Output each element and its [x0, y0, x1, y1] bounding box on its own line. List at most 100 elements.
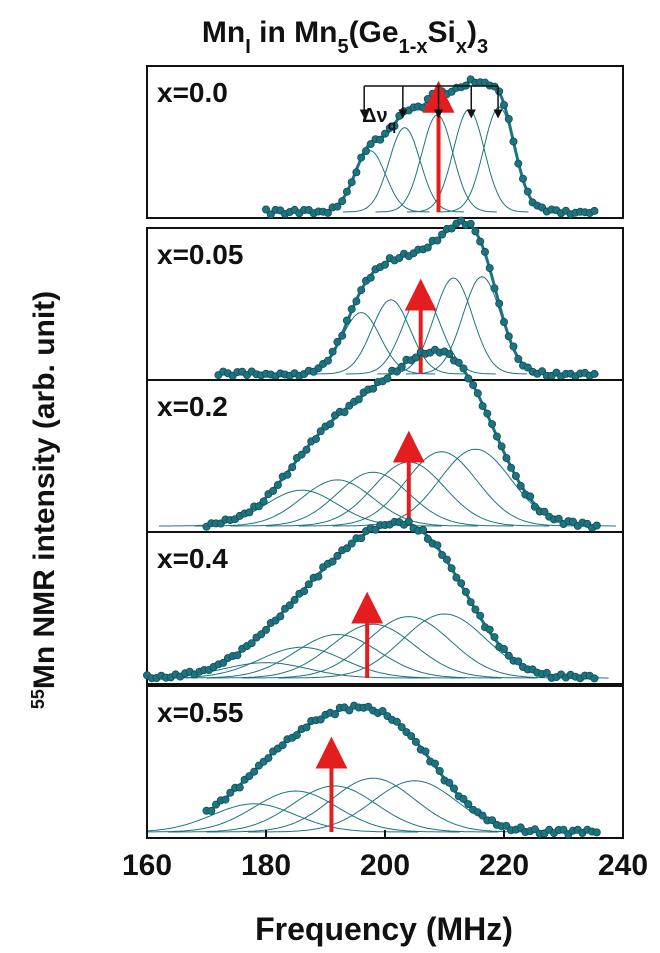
data-point — [411, 353, 420, 362]
data-point — [352, 168, 361, 177]
data-point — [514, 354, 523, 363]
data-point — [333, 337, 342, 346]
data-point — [457, 579, 466, 588]
panel-frame — [146, 65, 624, 219]
fit-component — [170, 633, 502, 679]
fit-component — [405, 276, 556, 375]
panel-0: x=0.0 Δνq — [146, 65, 624, 219]
data-point — [447, 564, 456, 573]
data-point — [590, 674, 599, 683]
data-point — [245, 508, 254, 517]
data-point — [423, 243, 432, 252]
data-point — [226, 788, 235, 797]
x-tick-label: 200 — [360, 849, 410, 882]
data-point — [278, 741, 287, 750]
fit-component — [298, 451, 582, 527]
delta-nu-label: Δνq — [362, 105, 396, 133]
fit-component — [147, 790, 460, 833]
data-point — [342, 316, 351, 325]
data-point — [207, 806, 216, 815]
data-point — [438, 230, 447, 239]
data-point — [466, 219, 475, 228]
data-point — [247, 639, 256, 648]
fit-component — [242, 616, 573, 679]
data-point — [504, 651, 513, 660]
data-point — [490, 633, 499, 642]
panel-4: x=0.55 — [146, 685, 624, 839]
data-point — [407, 732, 416, 741]
panel-label: x=0.05 — [157, 239, 243, 270]
data-point — [480, 247, 489, 256]
fit-component — [230, 471, 514, 527]
data-point — [330, 710, 339, 719]
data-point — [366, 273, 375, 282]
data-point — [273, 480, 282, 489]
svg-text:55Mn NMR intensity (arb. unit): 55Mn NMR intensity (arb. unit) — [28, 291, 61, 709]
data-point — [499, 317, 508, 326]
data-point — [323, 208, 332, 217]
data-point — [519, 174, 528, 183]
data-point — [476, 237, 485, 246]
data-point — [269, 486, 278, 495]
data-point — [476, 611, 485, 620]
data-point — [390, 122, 399, 131]
data-point — [485, 625, 494, 634]
data-point — [433, 236, 442, 245]
data-point — [516, 481, 525, 490]
data-point — [495, 299, 504, 308]
data-point — [404, 517, 413, 526]
data-point — [221, 795, 230, 804]
data-point — [383, 374, 392, 383]
data-point — [311, 434, 320, 443]
data-point — [333, 551, 342, 560]
data-point — [538, 367, 547, 376]
data-point — [592, 521, 601, 530]
data-point — [540, 507, 549, 516]
fit-component — [308, 150, 430, 213]
data-point — [235, 783, 244, 792]
data-point — [464, 374, 473, 383]
data-point — [442, 555, 451, 564]
data-point — [504, 332, 513, 341]
data-point — [283, 470, 292, 479]
data-point — [483, 409, 492, 418]
data-point — [473, 389, 482, 398]
data-point — [516, 823, 525, 832]
data-point — [459, 364, 468, 373]
sum-curve — [218, 220, 599, 376]
data-point — [419, 103, 428, 112]
x-tick-label: 180 — [241, 849, 291, 882]
data-point — [366, 140, 375, 149]
data-point — [430, 759, 439, 768]
data-point — [380, 129, 389, 138]
data-point — [459, 794, 468, 803]
data-point — [369, 384, 378, 393]
data-point — [478, 811, 487, 820]
data-point — [333, 202, 342, 211]
data-point — [219, 658, 228, 667]
data-point — [326, 420, 335, 429]
data-point — [411, 737, 420, 746]
data-point — [507, 463, 516, 472]
panel-3: x=0.4 — [142, 517, 624, 685]
data-point — [316, 715, 325, 724]
fit-component — [437, 106, 559, 213]
data-point — [488, 816, 497, 825]
x-axis-ticks: 160 180 200 220 240 — [122, 830, 648, 882]
data-point — [490, 284, 499, 293]
data-point — [526, 492, 535, 501]
data-point — [542, 668, 551, 677]
data-point — [357, 534, 366, 543]
data-point — [466, 598, 475, 607]
data-point — [423, 534, 432, 543]
data-point — [514, 159, 523, 168]
data-point — [347, 305, 356, 314]
data-point — [502, 453, 511, 462]
data-point — [438, 551, 447, 560]
data-point — [342, 544, 351, 553]
data-point — [264, 754, 273, 763]
panel-label: x=0.4 — [157, 543, 228, 574]
data-point — [530, 502, 539, 511]
fit-component — [146, 803, 419, 833]
fit-component — [194, 479, 478, 527]
